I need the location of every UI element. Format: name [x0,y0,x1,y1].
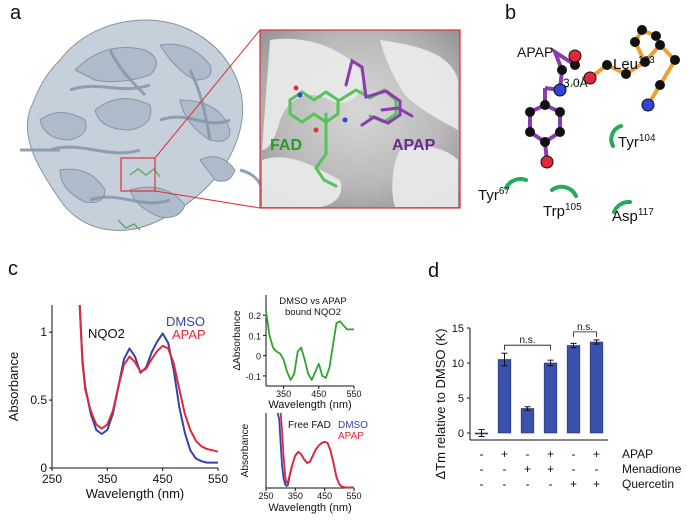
ns-label-0: n.s. [519,335,535,346]
y-tick-label: 10 [452,358,464,370]
bar-4 [566,345,581,434]
y-tick-label: 0 [40,461,47,475]
x-tick-label: 550 [346,389,361,399]
residue-name: Asp [612,208,638,225]
legend-apap: APAP [338,431,364,442]
condition-mark: - [572,462,576,476]
x-tick-label: 350 [276,389,291,399]
residue-number: 103 [638,55,655,66]
y-tick-label: 0.1 [248,331,261,341]
panel-label-a: a [10,2,22,24]
y-tick-label: -0.1 [245,372,261,382]
y-tick-label: 0.5 [30,393,47,407]
y-axis-label: Absorbance [6,352,21,421]
residue-name: Leu [613,56,639,73]
y-tick-label: 15 [452,323,464,335]
residue-number: 105 [564,202,582,213]
x-tick-label: 450 [153,472,173,486]
condition-label-0: APAP [622,447,653,461]
residue-number: 104 [638,133,656,144]
y-axis-label: ΔAbsorbance [232,310,243,370]
condition-mark: - [503,462,507,476]
bar-1 [497,359,512,434]
x-tick-label: 250 [258,491,273,501]
residue-number: 67 [498,186,510,197]
x-axis-label: Wavelength (nm) [268,502,351,514]
residue-name: Tyr [478,187,499,204]
chart-title-line-1: DMSO vs APAP [279,296,346,307]
condition-mark: - [480,462,484,476]
label-apap-b: APAP [517,44,554,60]
residue-tyr104: Tyr104 [618,133,656,151]
y-axis-label: ΔTm relative to DMSO (K) [433,329,448,480]
condition-mark: + [570,477,577,491]
condition-mark: - [526,447,530,461]
x-tick-label: 250 [42,472,62,486]
x-axis-label: Wavelength (nm) [86,486,185,501]
condition-mark: + [547,462,554,476]
x-tick-label: 550 [208,472,228,486]
residue-number: 117 [637,207,654,218]
residue-trp105: Trp105 [543,202,582,220]
panel-b-interaction-map [504,25,680,214]
ns-label-1: n.s. [577,322,593,333]
y-tick-label: 1 [40,325,47,339]
protein-ribbon-structure [26,19,244,231]
c_fad-series-line-1 [279,412,354,489]
ns-bracket-0 [504,344,551,351]
condition-mark: + [524,462,531,476]
c_diff-series-line-0 [265,311,354,381]
condition-label-2: Quercetin [622,477,674,491]
x-tick-label: 450 [317,491,332,501]
y-tick-label: 0.2 [248,311,261,321]
y-tick-label: 0 [458,428,464,440]
legend-dmso: DMSO [166,314,205,329]
residue-tyr67: Tyr67 [478,186,510,204]
c_main-series-line-1 [78,304,219,453]
chart-title-line-2: bound NQO2 [285,307,341,318]
residue-name: Tyr [618,134,639,151]
residue-asp117: Asp117 [612,207,654,225]
condition-mark: + [501,447,508,461]
chart-title: Free FAD [288,420,331,431]
y-tick-label: 0 [256,352,261,362]
condition-mark: - [595,462,599,476]
bar-5 [589,341,604,434]
ns-bracket-1 [573,331,597,337]
label-apap-a: APAP [392,137,436,154]
condition-mark: + [593,477,600,491]
condition-label-1: Menadione [622,462,682,476]
panel-label-d: d [428,260,440,282]
condition-mark: - [572,447,576,461]
y-tick-label: 5 [458,393,464,405]
bar-2 [520,408,535,434]
x-tick-label: 350 [97,472,117,486]
x-tick-label: 550 [346,491,361,501]
bar-3 [543,362,558,434]
legend-apap: APAP [172,327,206,342]
x-tick-label: 350 [288,491,303,501]
panel-label-c: c [8,258,18,280]
chart-title: NQO2 [88,326,125,341]
distance-label: 3.0Å [563,76,588,90]
condition-mark: - [526,477,530,491]
condition-mark: - [480,447,484,461]
y-axis-label: Absorbance [240,423,251,477]
x-axis-label: Wavelength (nm) [268,399,351,411]
panel-a-figure [20,19,461,231]
label-fad: FAD [270,137,302,154]
condition-mark: - [480,477,484,491]
legend-dmso: DMSO [338,420,368,431]
x-tick-label: 450 [311,389,326,399]
residue-leu103: Leu103 [613,55,655,73]
condition-mark: - [549,477,553,491]
residue-name: Trp [543,203,565,220]
condition-mark: + [547,447,554,461]
condition-mark: + [593,447,600,461]
condition-mark: - [503,477,507,491]
panel-label-b: b [505,2,517,24]
